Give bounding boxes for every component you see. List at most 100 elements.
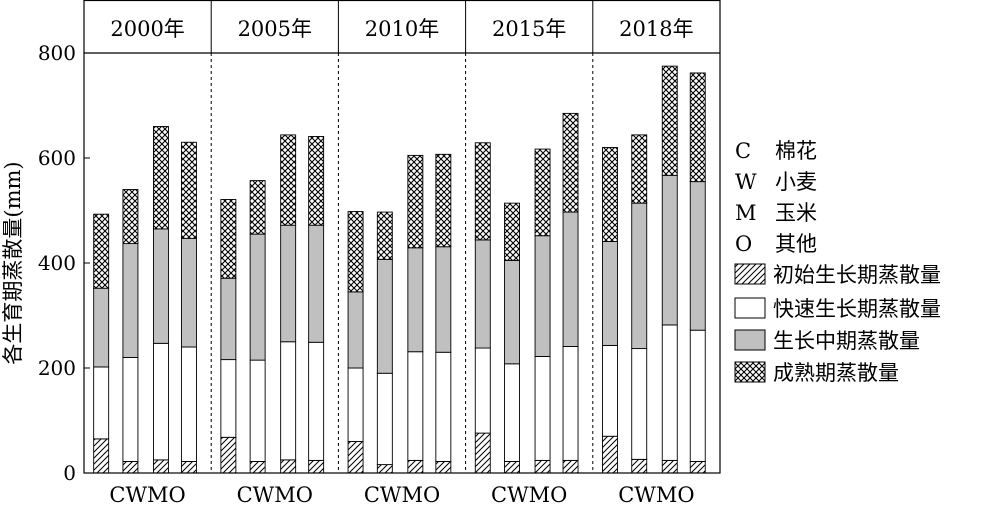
crop-code-legend: C 棉花 W 小麦 M 玉米 O 其他	[735, 139, 817, 256]
y-tick-label: 200	[38, 356, 76, 380]
stage-legend: 初始生长期蒸散量 快速生长期蒸散量 生长中期蒸散量 成熟期蒸散量	[734, 263, 941, 385]
bar-segment	[122, 461, 139, 474]
panel-year-label: 2010年	[365, 17, 439, 41]
bar-segment	[435, 153, 452, 248]
plot-frame	[83, 0, 721, 474]
bar-segment	[93, 438, 110, 474]
bar-segment	[474, 239, 491, 349]
bar-segment	[534, 235, 551, 357]
bar-segment	[661, 324, 678, 461]
bar-segment	[347, 291, 364, 369]
bar-segment	[249, 359, 266, 462]
crop-code: C	[735, 139, 751, 163]
bar-segment	[93, 213, 110, 289]
bar-segment	[376, 258, 393, 374]
panel-category-label: CWMO	[109, 483, 185, 506]
bar-segment	[347, 211, 364, 293]
bar-segment	[474, 142, 491, 241]
legend-label: 成熟期蒸散量	[773, 361, 899, 385]
crop-code: M	[735, 201, 757, 225]
crop-code: W	[735, 170, 757, 194]
bar-segment	[308, 341, 325, 461]
bar-segment	[153, 342, 169, 461]
bar-segment	[308, 224, 325, 343]
bar-segment	[631, 134, 648, 204]
y-tick-label: 800	[38, 41, 76, 65]
bar-segment	[308, 459, 325, 474]
bar-segment	[249, 233, 266, 361]
panel-year-label: 2000年	[110, 17, 184, 41]
bar-segment	[602, 344, 618, 437]
bar-segment	[602, 147, 618, 242]
bar-segment	[504, 461, 520, 474]
bar-segment	[249, 461, 266, 474]
bar-segment	[180, 237, 197, 348]
bar-segment	[180, 461, 197, 474]
bar-segment	[474, 432, 491, 474]
bar-segment	[220, 199, 237, 279]
bar-segment	[631, 348, 648, 460]
bar-segment	[93, 287, 110, 368]
bar-segment	[534, 356, 551, 461]
panel-category-label: CWMO	[364, 483, 440, 506]
bar-segment	[435, 351, 452, 462]
legend-swatch-initial	[734, 263, 766, 285]
bar-segment	[689, 461, 706, 474]
bar-segment	[407, 154, 424, 249]
bar-segment	[631, 202, 648, 350]
legend-label: 初始生长期蒸散量	[773, 263, 941, 287]
bar-segment	[689, 329, 706, 462]
panel-category-label: CWMO	[491, 483, 567, 506]
bar-segment	[376, 372, 393, 466]
bar-segment	[407, 351, 424, 461]
bar-segment	[280, 341, 297, 461]
legend-label: 快速生长期蒸散量	[773, 297, 941, 321]
bar-segment	[153, 459, 169, 474]
bar-segment	[562, 112, 579, 213]
legend-label: 生长中期蒸散量	[773, 329, 920, 353]
bar-segment	[562, 211, 579, 347]
crop-name: 玉米	[775, 201, 817, 225]
bar-segment	[180, 141, 197, 239]
bar-segment	[180, 346, 197, 462]
bar-segment	[435, 246, 452, 353]
bar-segment	[376, 464, 393, 474]
bar-segment	[280, 134, 297, 226]
y-tick-label: 0	[63, 461, 76, 485]
bar-segment	[153, 126, 169, 230]
bar-segment	[689, 72, 706, 183]
bar-segment	[220, 436, 237, 474]
bar-segment	[153, 228, 169, 344]
bar-segment	[661, 174, 678, 326]
bar-segment	[122, 357, 139, 462]
bar-segment	[407, 247, 424, 353]
crop-name: 棉花	[775, 139, 817, 163]
bar-segment	[435, 461, 452, 474]
crop-code: O	[735, 232, 752, 256]
legend: C 棉花 W 小麦 M 玉米 O 其他 初始生长期蒸散量 快速生长期蒸散量 生长…	[734, 139, 941, 385]
bar-segment	[220, 359, 237, 438]
bar-segment	[474, 347, 491, 434]
bar-segment	[347, 367, 364, 442]
bar-segment	[122, 189, 139, 245]
bar-segment	[347, 441, 364, 474]
bar-segment	[631, 458, 648, 474]
bar-segment	[504, 202, 520, 261]
panel-category-label: CWMO	[237, 483, 313, 506]
bar-segment	[280, 459, 297, 474]
y-tick-label: 400	[38, 251, 76, 275]
bar-segment	[689, 181, 706, 331]
legend-swatch-mid	[734, 329, 766, 351]
crop-name: 小麦	[775, 170, 817, 194]
panel-year-label: 2005年	[238, 17, 312, 41]
legend-swatch-rapid	[734, 297, 766, 319]
crop-name: 其他	[775, 232, 817, 256]
legend-swatch-mature	[734, 361, 766, 383]
bar-segment	[504, 363, 520, 462]
bar-segment	[376, 211, 393, 260]
bar-segment	[220, 277, 237, 361]
bar-segment	[562, 459, 579, 474]
bar-segment	[122, 243, 139, 358]
bar-segment	[602, 435, 618, 474]
bar-segment	[602, 241, 618, 346]
